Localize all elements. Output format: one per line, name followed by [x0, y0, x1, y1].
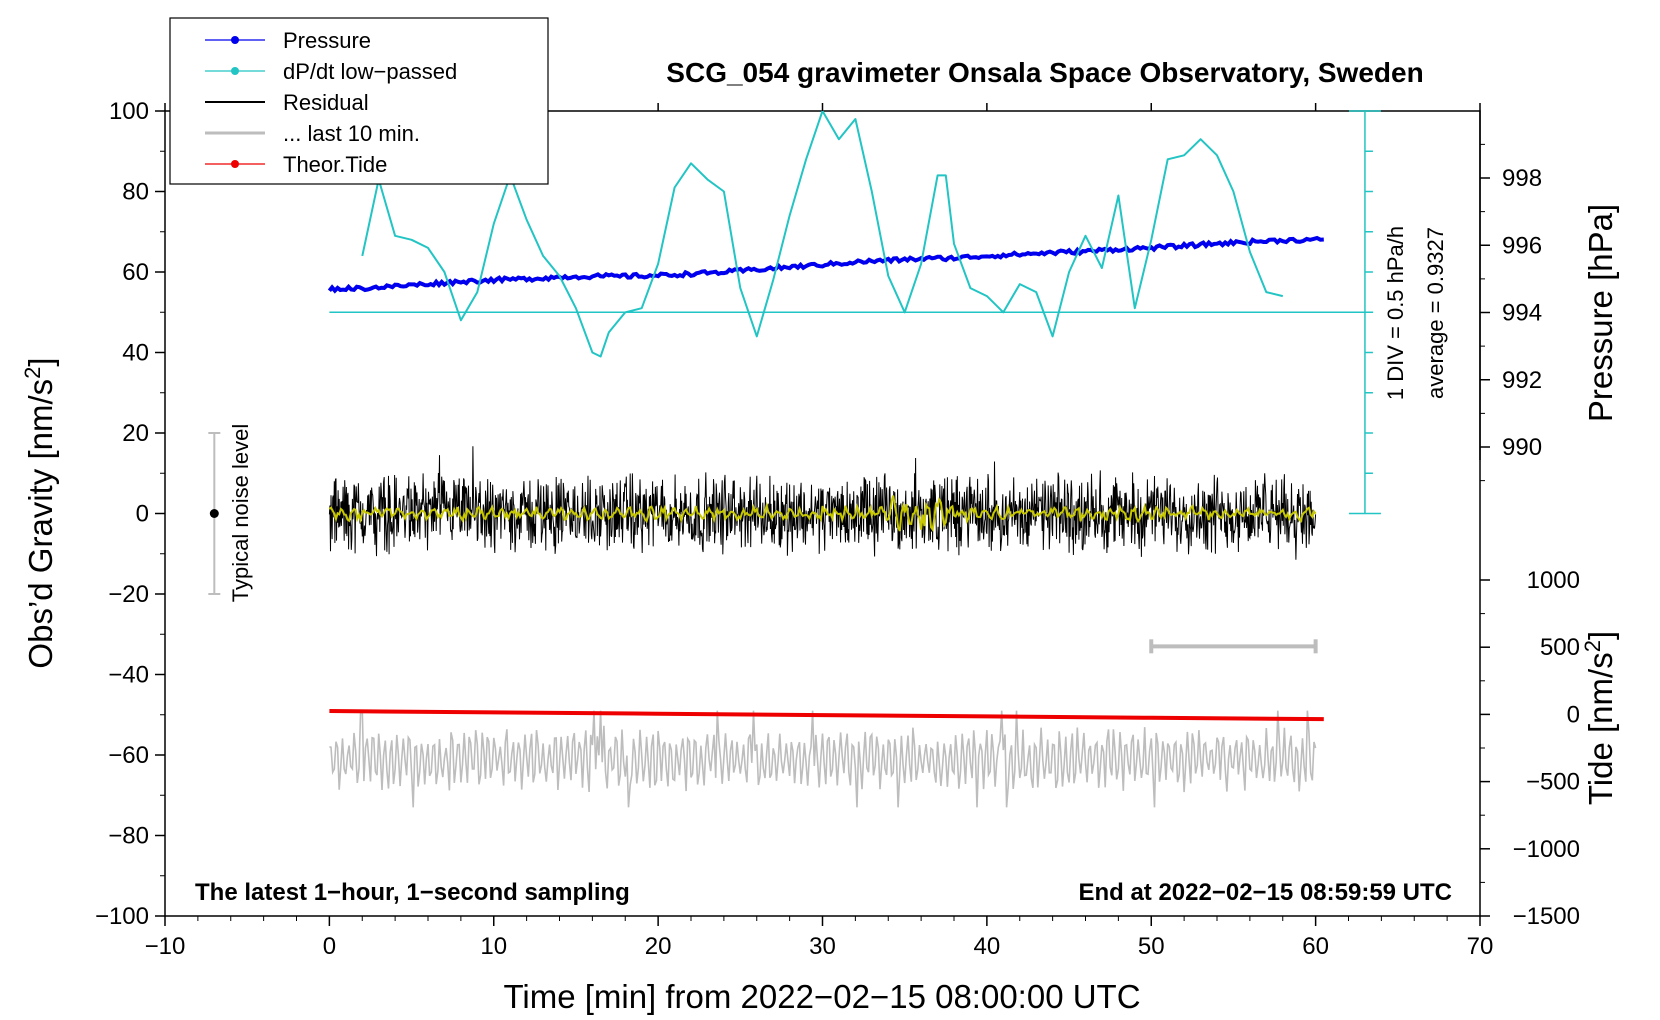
y-axis-title-tide-end: ]	[1582, 631, 1619, 640]
tide-tick-label: −1500	[1513, 903, 1580, 930]
x-tick-label: 60	[1302, 933, 1329, 960]
y-axis-title-left-sup: 2	[20, 367, 45, 379]
tide-tick-label: 1000	[1527, 567, 1580, 594]
x-tick-label: 0	[323, 933, 336, 960]
pressure-tick-label: 992	[1502, 367, 1542, 394]
annotation-end-time: End at 2022−02−15 08:59:59 UTC	[1078, 879, 1452, 906]
chart-title: SCG_054 gravimeter Onsala Space Observat…	[666, 57, 1423, 88]
legend-marker	[231, 67, 239, 75]
series-theor-tide	[329, 709, 1324, 722]
y-tick-label: 0	[136, 501, 149, 528]
legend-label: Pressure	[283, 28, 371, 53]
annotation-latest-hour: The latest 1−hour, 1−second sampling	[195, 879, 630, 906]
y-tick-label: 60	[122, 259, 149, 286]
y-tick-label: 80	[122, 179, 149, 206]
legend-label: ... last 10 min.	[283, 121, 420, 146]
pressure-tick-label: 996	[1502, 232, 1542, 259]
average-label: average = 0.9327	[1423, 227, 1448, 399]
legend-label: dP/dt low−passed	[283, 59, 457, 84]
y-tick-label: −80	[108, 823, 149, 850]
legend-marker	[231, 160, 239, 168]
y-tick-label: 100	[109, 98, 149, 125]
y-axis-title-pressure: Pressure [hPa]	[1582, 204, 1619, 422]
y-tick-label: 40	[122, 340, 149, 367]
pressure-tick-label: 994	[1502, 300, 1542, 327]
series-last-10-min	[329, 709, 1317, 808]
y-tick-label: 20	[122, 420, 149, 447]
series-pressure	[327, 235, 1324, 294]
y-tick-label: −100	[95, 903, 149, 930]
tide-tick-label: 0	[1567, 701, 1580, 728]
y-axis-title-left-end: ]	[22, 357, 59, 366]
x-tick-label: 50	[1138, 933, 1165, 960]
noise-level-label: Typical noise level	[228, 424, 253, 603]
y-axis-title-left-main: Obs’d Gravity [nm/s	[22, 379, 59, 669]
tide-tick-label: −1000	[1513, 836, 1580, 863]
pressure-tick-label: 990	[1502, 434, 1542, 461]
y-axis-title-tide-sup: 2	[1580, 640, 1605, 652]
legend-label: Theor.Tide	[283, 152, 387, 177]
y-tick-label: −20	[108, 581, 149, 608]
x-tick-label: 40	[974, 933, 1001, 960]
x-tick-label: 10	[480, 933, 507, 960]
x-tick-label: 30	[809, 933, 836, 960]
tide-tick-label: 500	[1540, 634, 1580, 661]
legend-marker	[231, 36, 239, 44]
y-axis-title-tide-main: Tide [nm/s	[1582, 652, 1619, 805]
x-tick-label: −10	[145, 933, 186, 960]
y-axis-title-tide: Tide [nm/s2]	[1580, 631, 1619, 805]
axes-layer: −10 0 10 20 30 40 50 60 70−100−80−60−40−20020406…	[95, 98, 1580, 960]
y-tick-label: −40	[108, 662, 149, 689]
pressure-tick-label: 998	[1502, 165, 1542, 192]
y-tick-label: −60	[108, 742, 149, 769]
legend-label: Residual	[283, 90, 369, 115]
tide-tick-label: −500	[1526, 769, 1580, 796]
div-scale-label: 1 DIV = 0.5 hPa/h	[1383, 226, 1408, 400]
x-axis-title: Time [min] from 2022−02−15 08:00:00 UTC	[503, 978, 1140, 1015]
x-tick-label: 70	[1467, 933, 1494, 960]
series-residual-lowpass	[328, 495, 1317, 533]
noise-bar-center	[209, 509, 219, 518]
y-axis-title-left: Obs’d Gravity [nm/s2]	[20, 357, 59, 668]
legend: Pressure dP/dt low−passed Residual ... last…	[169, 17, 549, 185]
x-tick-label: 20	[645, 933, 672, 960]
